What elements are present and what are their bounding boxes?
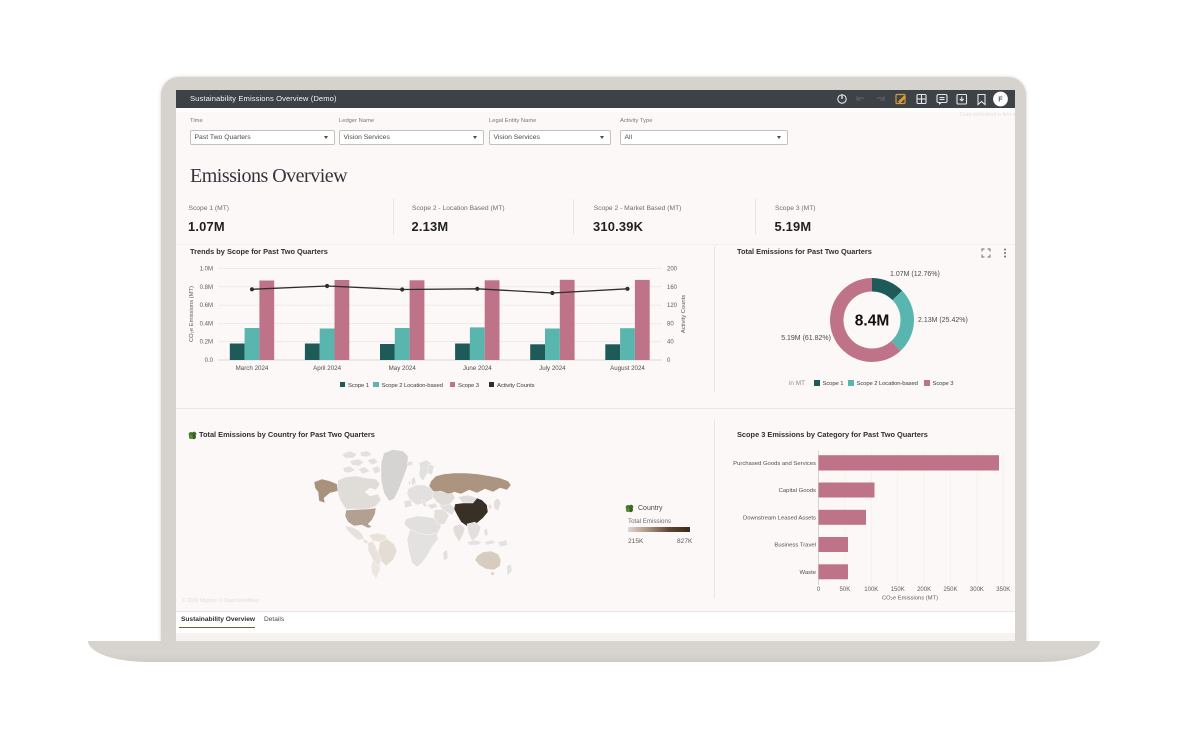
svg-text:0.4M: 0.4M <box>200 321 213 327</box>
svg-text:August 2024: August 2024 <box>610 365 645 372</box>
svg-text:1.0M: 1.0M <box>200 267 213 273</box>
svg-text:July 2024: July 2024 <box>539 365 566 372</box>
svg-text:80: 80 <box>667 321 674 327</box>
svg-text:150K: 150K <box>891 587 905 593</box>
svg-text:June 2024: June 2024 <box>463 365 492 372</box>
svg-text:CO₂e Emissions (MT): CO₂e Emissions (MT) <box>882 596 938 602</box>
svg-text:250K: 250K <box>943 587 957 593</box>
svg-text:160: 160 <box>667 285 678 291</box>
svg-text:0.0: 0.0 <box>205 358 214 364</box>
svg-text:0: 0 <box>817 587 821 593</box>
svg-text:April 2024: April 2024 <box>313 365 341 372</box>
svg-text:0.6M: 0.6M <box>200 303 213 309</box>
svg-text:40: 40 <box>667 340 674 346</box>
svg-text:March 2024: March 2024 <box>236 365 269 372</box>
svg-text:0: 0 <box>667 358 671 364</box>
svg-text:100K: 100K <box>864 587 878 593</box>
svg-text:Downstream Leased Assets: Downstream Leased Assets <box>743 516 816 522</box>
svg-text:120: 120 <box>667 303 678 309</box>
svg-text:Waste: Waste <box>800 570 817 576</box>
svg-text:F: F <box>998 95 1003 104</box>
svg-text:Purchased Goods and Services: Purchased Goods and Services <box>733 461 816 467</box>
svg-text:200: 200 <box>667 267 678 273</box>
svg-text:8.4M: 8.4M <box>855 313 889 330</box>
svg-text:Capital Goods: Capital Goods <box>779 488 816 494</box>
svg-text:300K: 300K <box>970 587 984 593</box>
svg-text:Activity Counts: Activity Counts <box>681 295 687 333</box>
svg-text:Business Travel: Business Travel <box>774 543 816 549</box>
svg-text:200K: 200K <box>917 587 931 593</box>
svg-text:0.8M: 0.8M <box>200 285 213 291</box>
svg-text:CO₂e Emissions (MT): CO₂e Emissions (MT) <box>189 286 195 342</box>
svg-text:May 2024: May 2024 <box>389 365 417 372</box>
svg-text:0.2M: 0.2M <box>200 340 213 346</box>
svg-text:50K: 50K <box>840 587 851 593</box>
svg-text:350K: 350K <box>996 587 1010 593</box>
